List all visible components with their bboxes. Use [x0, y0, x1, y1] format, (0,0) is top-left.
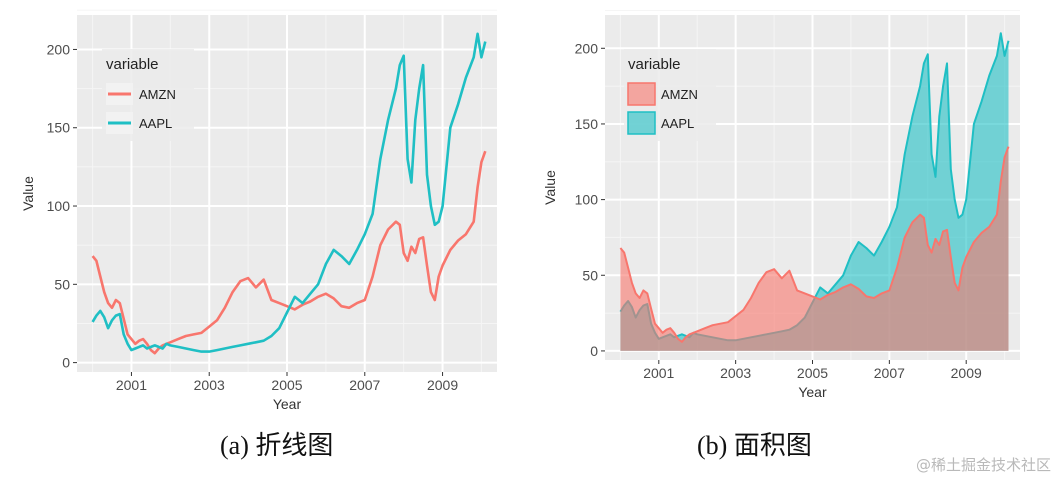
x-axis-title: Year	[273, 396, 302, 412]
legend-label-aapl: AAPL	[139, 116, 172, 131]
legend-label-amzn: AMZN	[661, 87, 698, 102]
x-tick-label: 2009	[427, 377, 458, 393]
x-tick-label: 2001	[116, 377, 147, 393]
legend-label-aapl: AAPL	[661, 116, 694, 131]
y-tick-label: 0	[62, 355, 70, 371]
line-chart: 0 50 100 150 200 2001 2003 2005 2007 2009 Year Valu…	[20, 9, 497, 412]
series-area-amzn	[620, 146, 1009, 351]
series-line-amzn	[91, 150, 487, 355]
series-line-aapl	[91, 32, 487, 353]
y-axis-title: Value	[20, 176, 36, 211]
y-tick-label: 200	[47, 41, 71, 57]
legend-title: variable	[628, 56, 681, 73]
y-tick-label: 150	[575, 116, 599, 132]
watermark-text: @稀土掘金技术社区	[915, 456, 1051, 474]
x-axis-title: Year	[798, 384, 827, 400]
x-tick-label: 2005	[271, 377, 302, 393]
x-tick-label: 2007	[349, 377, 380, 393]
x-tick-label: 2003	[194, 377, 225, 393]
y-tick-label: 200	[575, 40, 599, 56]
y-tick-label: 50	[54, 276, 70, 292]
x-tick-label: 2005	[797, 365, 828, 381]
x-tick-label: 2001	[643, 365, 674, 381]
y-tick-label: 150	[47, 120, 71, 136]
legend-key-amzn	[627, 82, 656, 106]
y-tick-label: 100	[575, 192, 599, 208]
legend-key-aapl	[627, 111, 656, 135]
area-chart: 0 50 100 150 200 2001 2003 2005 2007 2009 Year Valu…	[542, 9, 1020, 400]
y-tick-label: 0	[590, 343, 598, 359]
y-tick-label: 100	[47, 198, 71, 214]
caption-area-chart: (b) 面积图	[697, 431, 812, 460]
x-tick-label: 2007	[874, 365, 905, 381]
caption-line-chart: (a) 折线图	[220, 431, 334, 460]
y-axis-title: Value	[542, 170, 558, 205]
legend-label-amzn: AMZN	[139, 87, 176, 102]
x-tick-label: 2003	[720, 365, 751, 381]
series-line-amzn	[619, 146, 1010, 343]
y-tick-label: 50	[582, 267, 598, 283]
x-tick-label: 2009	[951, 365, 982, 381]
legend-title: variable	[106, 56, 159, 73]
